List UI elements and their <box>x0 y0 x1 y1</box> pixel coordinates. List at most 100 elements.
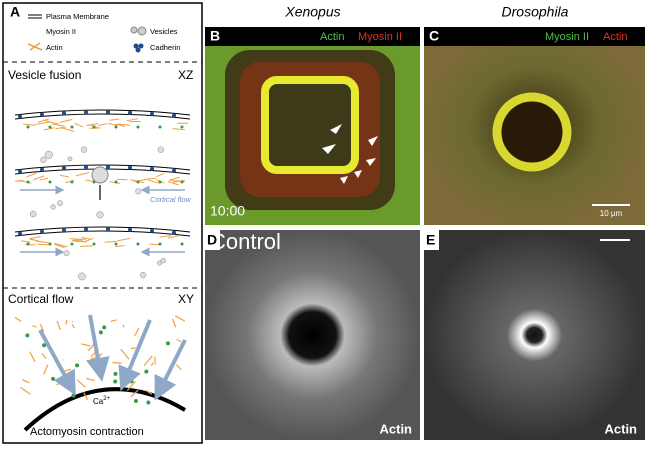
vesicle <box>57 201 62 206</box>
vesicle <box>92 167 108 183</box>
cadherin <box>150 229 154 233</box>
vesicle <box>97 211 104 218</box>
actin <box>80 246 93 247</box>
cadherin <box>172 169 176 173</box>
legend-icon <box>139 44 144 49</box>
cadherin <box>128 166 132 170</box>
myosin <box>146 400 150 404</box>
cadherin <box>40 230 44 234</box>
channel-label: Actin <box>320 31 344 43</box>
panel-letter: B <box>210 28 220 44</box>
channel-label: Myosin II <box>545 31 589 43</box>
scale-label: 10 μm <box>600 209 623 218</box>
myosin <box>137 181 140 184</box>
myosin <box>113 379 117 383</box>
vesicle <box>136 189 141 194</box>
myosin <box>93 126 96 129</box>
legend-icon <box>136 48 141 53</box>
myosin <box>159 126 162 129</box>
cadherin <box>150 167 154 171</box>
stain-label: Actin <box>605 421 638 436</box>
actin <box>62 360 63 361</box>
legend-label: Vesicles <box>150 27 178 36</box>
vesicle <box>45 151 53 159</box>
myosin <box>115 126 118 129</box>
ion-charge: 2+ <box>103 396 110 402</box>
cadherin <box>84 165 88 169</box>
condition-label: Control <box>210 229 281 254</box>
vesicle <box>81 147 87 153</box>
myosin <box>27 181 30 184</box>
vesicle <box>30 211 36 217</box>
cadherin <box>40 113 44 117</box>
section-title: Vesicle fusion <box>8 68 81 82</box>
myosin <box>134 399 138 403</box>
flow-label: Cortical flow <box>150 195 191 204</box>
section-title: Cortical flow <box>8 292 74 306</box>
timestamp: 10:00 <box>210 203 245 219</box>
panel-letter: D <box>207 232 217 248</box>
panel-letter: A <box>10 4 20 20</box>
micrograph <box>424 230 645 440</box>
legend-icon <box>131 27 137 33</box>
cadherin <box>84 110 88 114</box>
myosin <box>49 181 52 184</box>
myosin <box>71 243 74 246</box>
vesicle <box>140 272 146 278</box>
myosin <box>71 181 74 184</box>
cadherin <box>84 227 88 231</box>
cadherin <box>18 115 22 119</box>
myosin <box>75 363 79 367</box>
vesicle <box>41 157 47 163</box>
myosin <box>137 243 140 246</box>
channel-label: Actin <box>603 31 627 43</box>
myosin <box>25 333 29 337</box>
section-caption: Actomyosin contraction <box>30 426 144 438</box>
cadherin <box>62 166 66 170</box>
myosin <box>181 243 184 246</box>
myosin <box>49 126 52 129</box>
myosin <box>115 181 118 184</box>
cadherin <box>106 227 110 231</box>
myosin <box>144 370 148 374</box>
vesicle <box>64 251 69 256</box>
myosin <box>93 243 96 246</box>
actin <box>131 348 136 349</box>
stain-label: Actin <box>380 421 413 436</box>
legend-label: Myosin II <box>46 27 76 36</box>
section-plane: XZ <box>178 68 193 82</box>
vesicle <box>158 147 164 153</box>
myosin <box>130 379 134 383</box>
cadherin <box>128 111 132 115</box>
myosin <box>102 325 106 329</box>
legend-label: Plasma Membrane <box>46 12 109 21</box>
legend-label: Cadherin <box>150 43 180 52</box>
myosin <box>181 126 184 129</box>
cadherin <box>128 228 132 232</box>
actin <box>149 244 159 245</box>
vesicle <box>51 205 56 210</box>
myosin <box>137 126 140 129</box>
section-plane: XY <box>178 292 194 306</box>
myosin <box>27 126 30 129</box>
cadherin <box>40 168 44 172</box>
cadherin <box>62 228 66 232</box>
cadherin <box>62 111 66 115</box>
panel-letter: C <box>429 28 439 44</box>
myosin <box>115 243 118 246</box>
vesicle <box>68 157 72 161</box>
myosin <box>27 243 30 246</box>
cadherin <box>18 232 22 236</box>
myosin <box>159 243 162 246</box>
actin <box>112 362 121 363</box>
actin <box>72 240 83 241</box>
column-title: Drosophila <box>502 4 569 20</box>
myosin <box>159 181 162 184</box>
micrograph-wound <box>497 97 567 167</box>
cadherin <box>172 231 176 235</box>
cadherin <box>172 114 176 118</box>
cadherin <box>106 165 110 169</box>
vesicle <box>161 258 166 263</box>
myosin <box>72 394 76 398</box>
channel-label: Myosin II <box>358 31 402 43</box>
